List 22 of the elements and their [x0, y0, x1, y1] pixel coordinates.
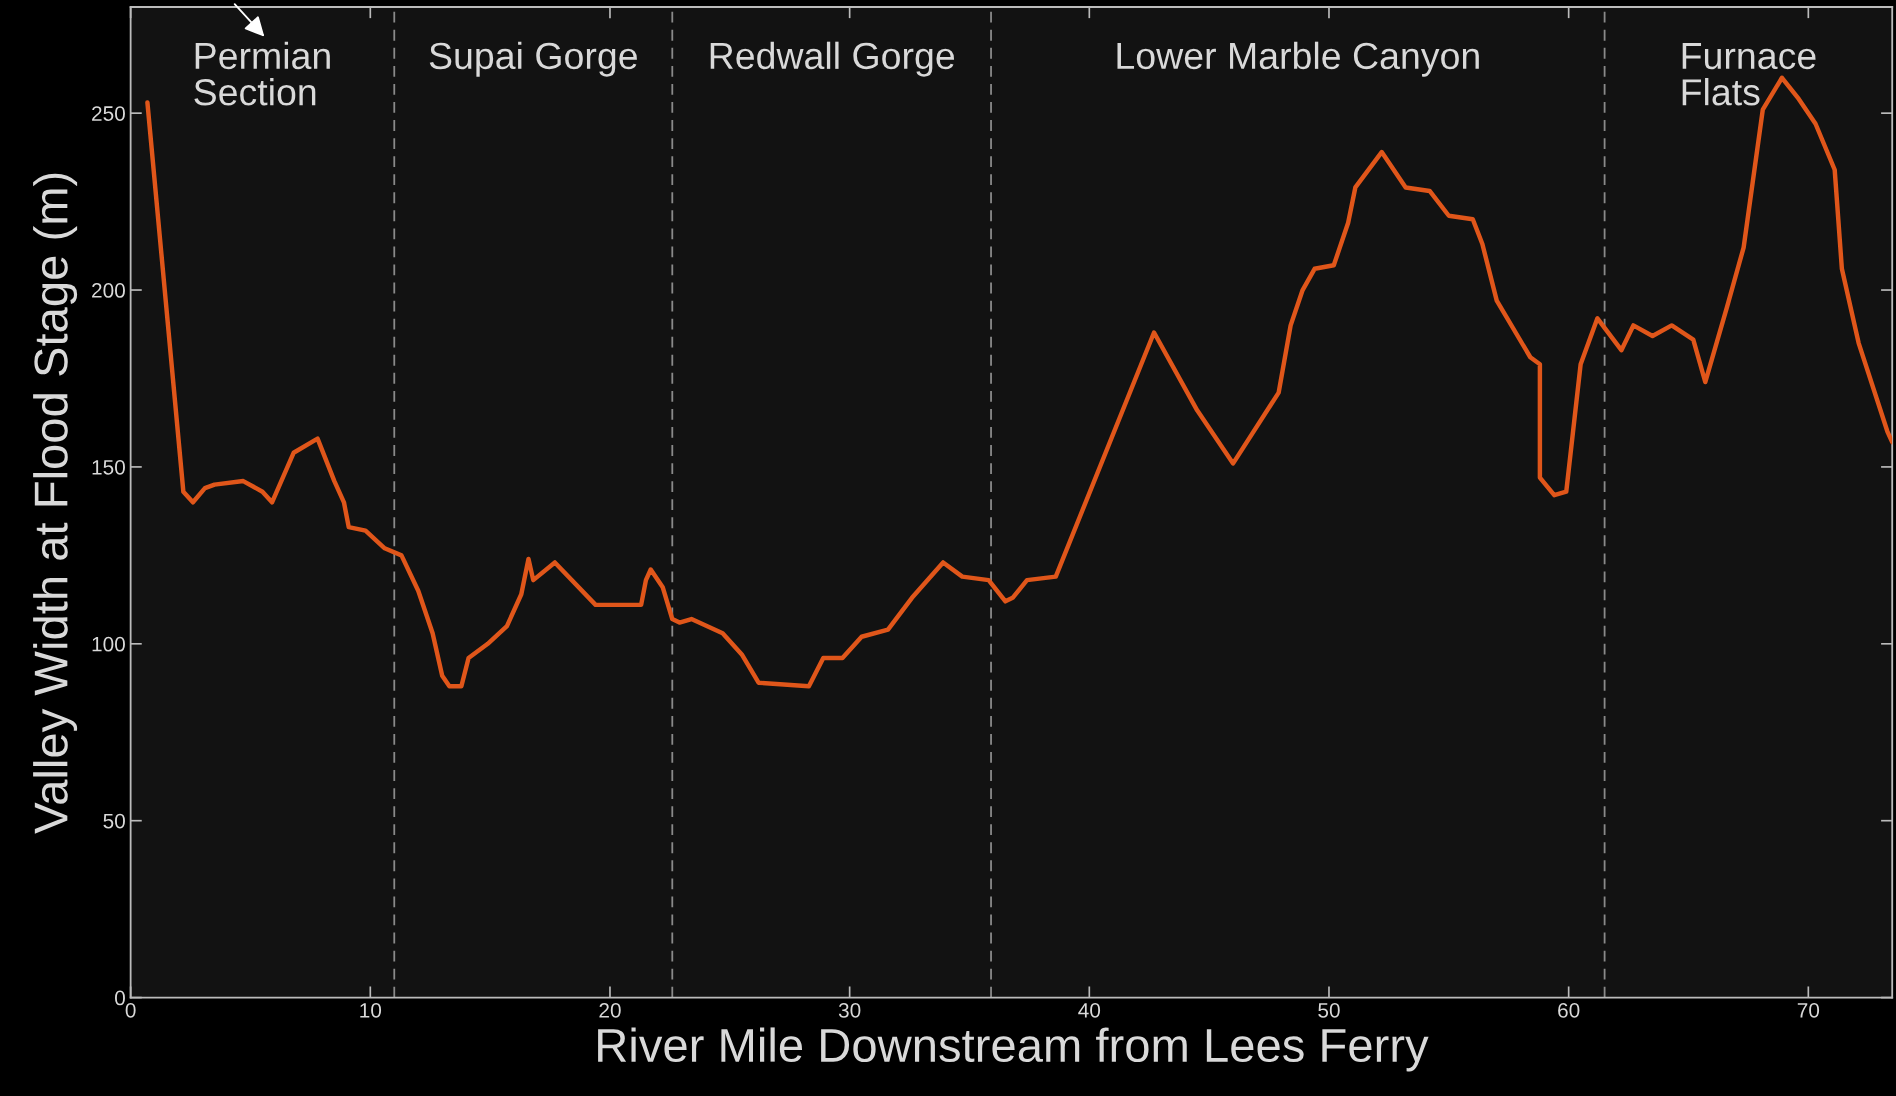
- x-tick-label: 0: [125, 1002, 136, 1018]
- y-tick-label: 100: [92, 636, 125, 652]
- y-tick-label: 0: [115, 990, 125, 1006]
- annotation: Lower Marble Canyon: [1117, 41, 1479, 77]
- annotation: Redwall Gorge: [710, 41, 955, 77]
- x-axis-title: River Mile Downstream from Lees Ferry: [598, 1027, 1429, 1072]
- x-tick-label: 70: [1797, 1002, 1820, 1018]
- annotation: Supai Gorge: [429, 41, 637, 77]
- y-tick-label: 200: [92, 283, 125, 298]
- annotation: Furnace Flats: [1682, 43, 1816, 106]
- x-tick-label: 10: [360, 1002, 382, 1018]
- y-axis-title: Valley Width at Flood Stage (m): [33, 173, 78, 834]
- x-tick-label: 20: [599, 1002, 621, 1018]
- line-series: [145, 75, 1893, 689]
- x-tick-label: 40: [1078, 1002, 1101, 1018]
- x-tick-label: 30: [838, 1002, 861, 1018]
- x-tick-label: 50: [1318, 1002, 1340, 1018]
- x-tick-label: 60: [1558, 1002, 1580, 1018]
- y-tick-label: 50: [103, 813, 125, 829]
- annotation: Permian Section: [194, 41, 330, 106]
- y-tick-label: 150: [92, 459, 125, 475]
- y-tick-label: 250: [92, 106, 125, 121]
